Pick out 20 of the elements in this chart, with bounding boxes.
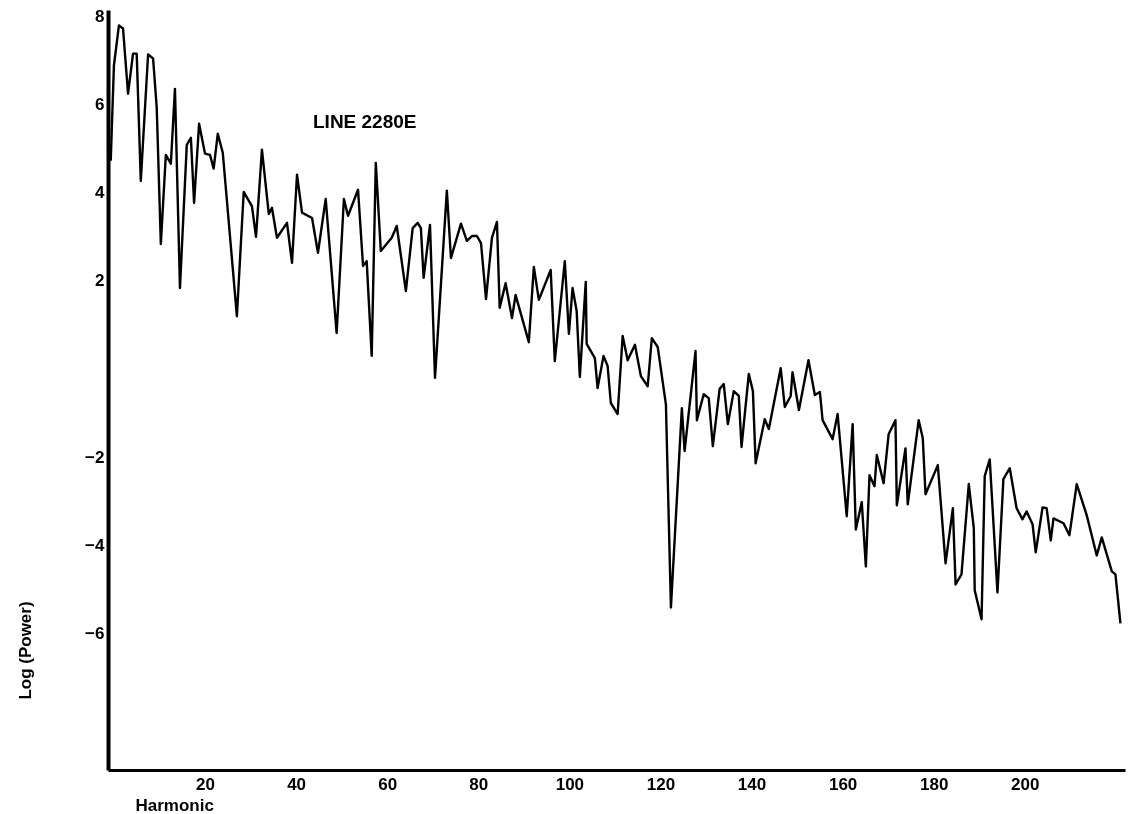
x-axis-title: Harmonic [135,795,214,814]
x-tick-label: 80 [469,774,489,794]
text: LINE 2280E [313,110,417,132]
y-tick-label: 2 [95,271,105,291]
x-tick-label: 40 [287,774,307,794]
x-tick-label: 140 [737,774,767,794]
y-tick-label: −6 [85,623,105,643]
x-tick-label: 100 [555,774,585,794]
x-tick-label: 160 [828,774,858,794]
y-axis-title: Log (Power) [15,601,35,700]
y-tick-label: 8 [95,7,105,27]
x-tick-label: 20 [196,774,215,794]
y-tick-label: −2 [85,447,105,467]
y-tick-label: 4 [95,183,106,203]
x-tick-label: 60 [378,774,398,794]
y-tick-label: −4 [85,535,106,555]
x-tick-label: 180 [920,774,949,794]
x-tick-label: 120 [646,774,676,794]
x-tick-label: 200 [1011,774,1040,794]
y-tick-label: 6 [95,95,105,115]
